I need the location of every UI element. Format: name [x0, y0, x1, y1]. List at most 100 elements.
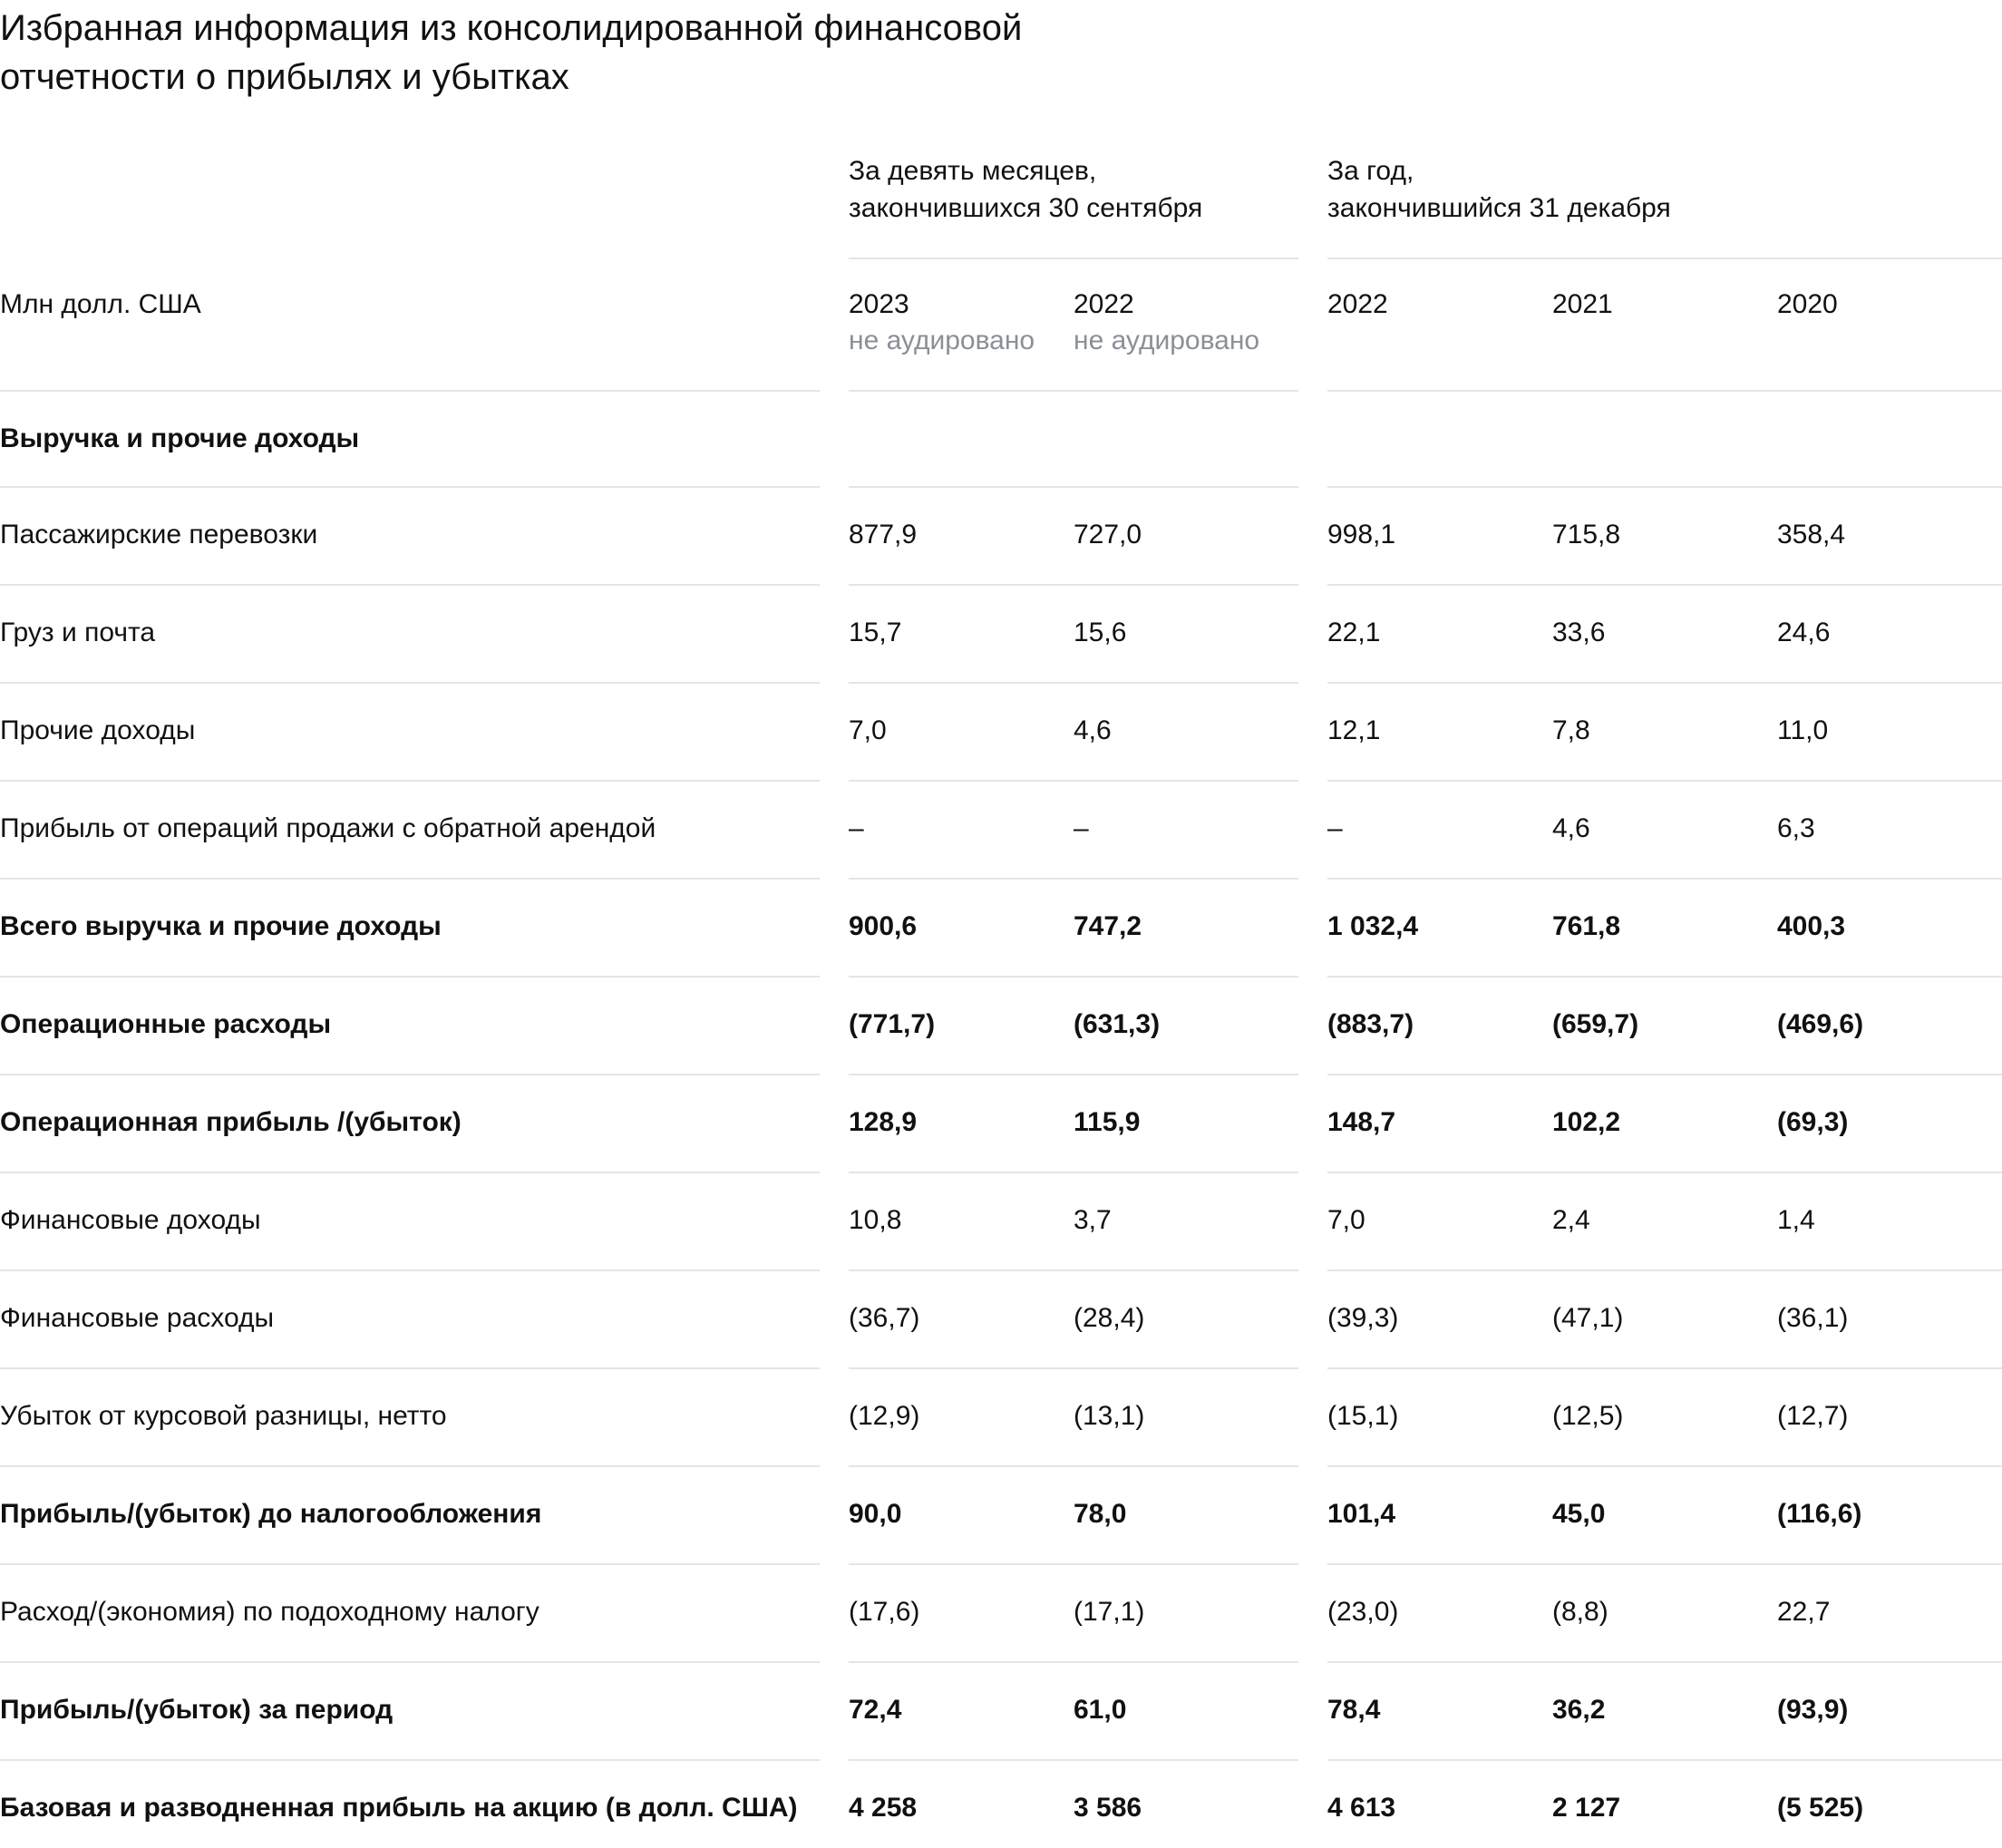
table-cell: 22,1	[1327, 618, 1381, 647]
table-cell: 15,6	[1074, 618, 1127, 647]
row-divider-7-value-rule-0	[849, 1269, 1298, 1271]
table-cell: 715,8	[1552, 520, 1621, 550]
row-divider-1-label-rule	[0, 682, 820, 684]
period-header-nine-months-line-2: закончившихся 30 сентября	[849, 193, 1203, 223]
row-divider-0-value-rule-0	[849, 584, 1298, 586]
table-cell: 7,0	[849, 715, 887, 745]
row-divider-3-label-rule	[0, 878, 820, 880]
table-cell: 72,4	[849, 1695, 902, 1725]
year-value: 2022	[1327, 289, 1388, 319]
row-label: Прочие доходы	[0, 715, 196, 745]
table-cell: 78,4	[1327, 1695, 1381, 1725]
table-cell: 12,1	[1327, 715, 1381, 745]
table-cell: 78,0	[1074, 1499, 1127, 1529]
row-divider-2-label-rule	[0, 780, 820, 782]
row-divider-9-label-rule	[0, 1465, 820, 1467]
row-divider-10-value-rule-0	[849, 1563, 1298, 1565]
section-divider-value-rule-1	[1327, 486, 2002, 488]
table-cell: 36,2	[1552, 1695, 1606, 1725]
table-cell: 22,7	[1777, 1597, 1831, 1627]
table-cell: 4 613	[1327, 1793, 1396, 1823]
row-divider-3-value-rule-1	[1327, 878, 2002, 880]
header-divider-value-rule-0	[849, 390, 1298, 392]
section-label-revenue: Выручка и прочие доходы	[0, 423, 360, 453]
table-cell: (12,7)	[1777, 1401, 1849, 1431]
year-value: 2020	[1777, 289, 1838, 319]
table-cell: (771,7)	[849, 1009, 936, 1039]
row-divider-8-value-rule-0	[849, 1367, 1298, 1369]
table-cell: (12,5)	[1552, 1401, 1624, 1431]
row-divider-5-label-rule	[0, 1074, 820, 1075]
table-cell: (15,1)	[1327, 1401, 1399, 1431]
table-cell: (28,4)	[1074, 1303, 1145, 1333]
table-cell: 3,7	[1074, 1205, 1112, 1235]
table-cell: (659,7)	[1552, 1009, 1639, 1039]
table-cell: 33,6	[1552, 618, 1606, 647]
table-cell: 877,9	[849, 520, 918, 550]
table-cell: (17,1)	[1074, 1597, 1145, 1627]
table-cell: (23,0)	[1327, 1597, 1399, 1627]
year-value: 2022	[1074, 289, 1134, 319]
row-label: Прибыль/(убыток) до налогообложения	[0, 1499, 542, 1529]
page-title: Избранная информация из консолидированно…	[0, 4, 1179, 102]
table-cell: (883,7)	[1327, 1009, 1414, 1039]
table-cell: 2,4	[1552, 1205, 1590, 1235]
row-label: Операционная прибыль /(убыток)	[0, 1107, 462, 1137]
row-label: Базовая и разводненная прибыль на акцию …	[0, 1793, 798, 1823]
table-cell: 148,7	[1327, 1107, 1396, 1137]
row-divider-11-value-rule-1	[1327, 1661, 2002, 1663]
table-cell: (631,3)	[1074, 1009, 1161, 1039]
table-cell: (116,6)	[1777, 1499, 1862, 1529]
section-divider-label-rule	[0, 486, 820, 488]
table-cell: –	[849, 813, 864, 843]
row-divider-1-value-rule-0	[849, 682, 1298, 684]
table-cell: 900,6	[849, 911, 918, 941]
table-cell: 45,0	[1552, 1499, 1606, 1529]
table-cell: 4,6	[1552, 813, 1590, 843]
table-cell: 15,7	[849, 618, 902, 647]
row-divider-8-value-rule-1	[1327, 1367, 2002, 1369]
row-divider-12-label-rule	[0, 1759, 820, 1761]
row-divider-5-value-rule-0	[849, 1074, 1298, 1075]
year-header-3: 2021	[1552, 287, 1613, 323]
table-cell: (36,1)	[1777, 1303, 1849, 1333]
period-divider-year	[1327, 258, 2002, 259]
page-title-line-1: Избранная информация из консолидированно…	[0, 8, 1023, 48]
row-divider-0-value-rule-1	[1327, 584, 2002, 586]
year-value: 2021	[1552, 289, 1613, 319]
table-cell: 998,1	[1327, 520, 1396, 550]
table-cell: (36,7)	[849, 1303, 920, 1333]
row-divider-10-value-rule-1	[1327, 1563, 2002, 1565]
unit-label: Млн долл. США	[0, 289, 201, 319]
table-cell: 4 258	[849, 1793, 918, 1823]
table-cell: 128,9	[849, 1107, 918, 1137]
row-divider-6-label-rule	[0, 1172, 820, 1173]
table-cell: 1 032,4	[1327, 911, 1419, 941]
row-label: Финансовые расходы	[0, 1303, 275, 1333]
table-cell: (13,1)	[1074, 1401, 1145, 1431]
period-header-nine-months-line-1: За девять месяцев,	[849, 156, 1097, 186]
table-cell: 61,0	[1074, 1695, 1127, 1725]
row-divider-6-value-rule-0	[849, 1172, 1298, 1173]
table-cell: 6,3	[1777, 813, 1815, 843]
row-label: Пассажирские перевозки	[0, 520, 318, 550]
row-divider-10-label-rule	[0, 1563, 820, 1565]
table-cell: 4,6	[1074, 715, 1112, 745]
row-divider-11-value-rule-0	[849, 1661, 1298, 1663]
row-divider-1-value-rule-1	[1327, 682, 2002, 684]
row-divider-2-value-rule-0	[849, 780, 1298, 782]
row-divider-3-value-rule-0	[849, 878, 1298, 880]
row-divider-12-value-rule-0	[849, 1759, 1298, 1761]
header-divider-value-rule-1	[1327, 390, 2002, 392]
row-divider-7-label-rule	[0, 1269, 820, 1271]
table-cell: –	[1074, 813, 1089, 843]
row-divider-9-value-rule-0	[849, 1465, 1298, 1467]
table-cell: (469,6)	[1777, 1009, 1864, 1039]
table-cell: (12,9)	[849, 1401, 920, 1431]
table-cell: (69,3)	[1777, 1107, 1849, 1137]
row-label: Прибыль/(убыток) за период	[0, 1695, 394, 1725]
row-divider-2-value-rule-1	[1327, 780, 2002, 782]
row-divider-4-value-rule-1	[1327, 976, 2002, 977]
row-divider-0-label-rule	[0, 584, 820, 586]
row-label: Груз и почта	[0, 618, 156, 647]
